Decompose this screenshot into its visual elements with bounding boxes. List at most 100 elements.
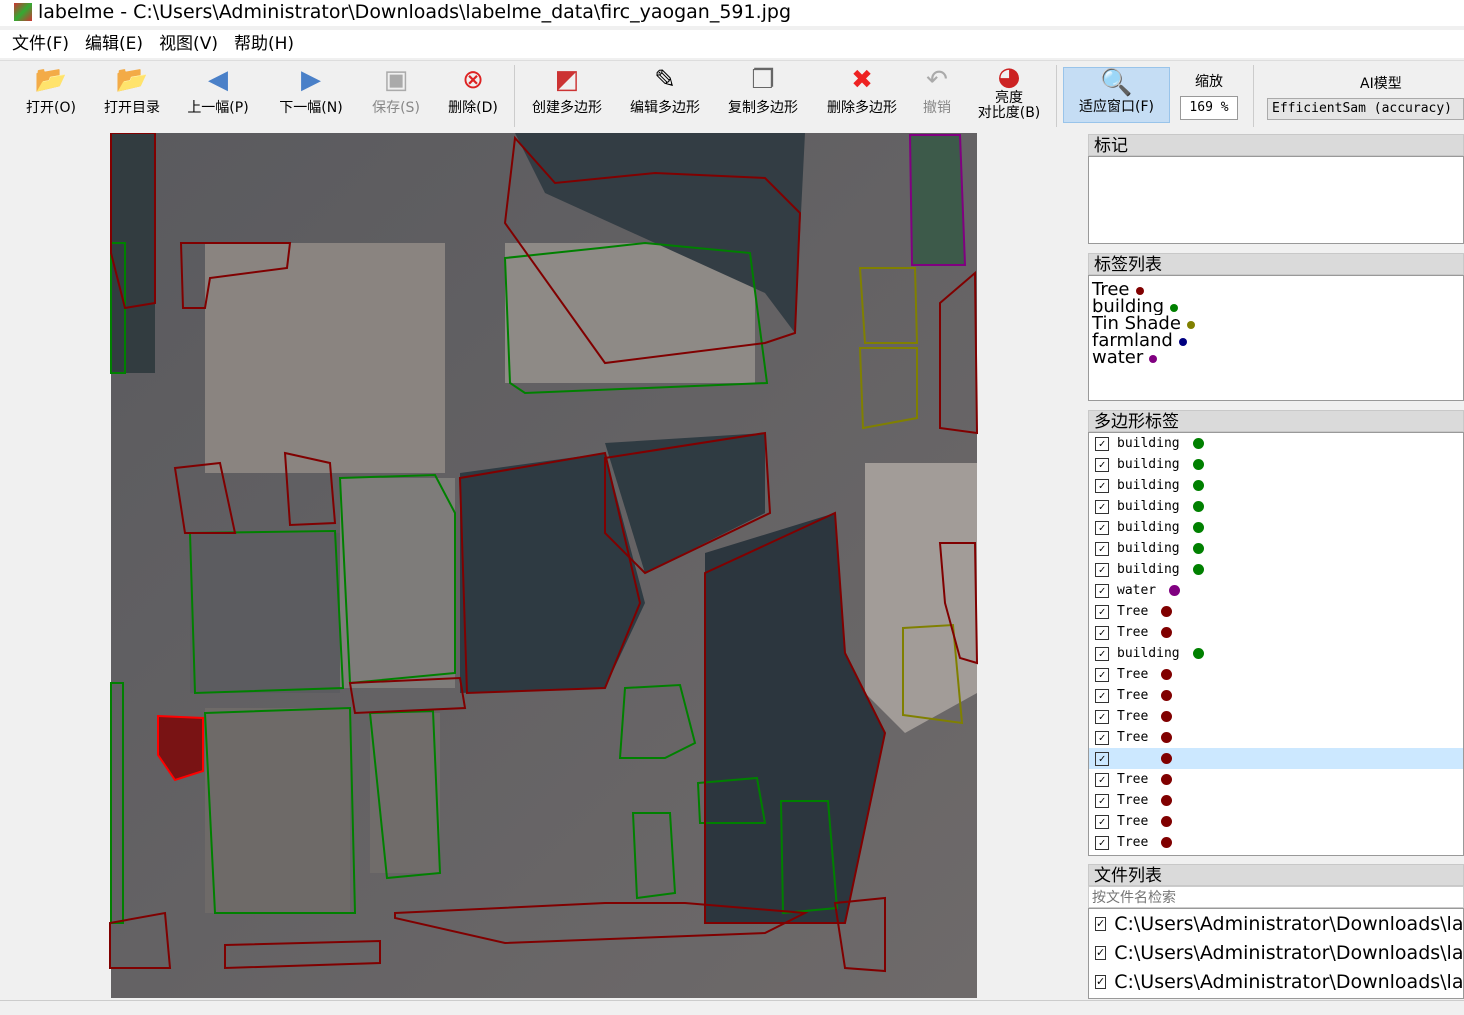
file-list[interactable]: ✓C:\Users\Administrator\Downloads\labelm… <box>1088 908 1464 999</box>
label-color-dot <box>1149 355 1158 363</box>
save-button[interactable]: ▣ 保存(S) <box>372 64 420 116</box>
visibility-checkbox[interactable]: ✓ <box>1095 436 1109 451</box>
visibility-checkbox[interactable]: ✓ <box>1095 814 1109 829</box>
copy-icon: ❐ <box>751 64 775 95</box>
polygon-item[interactable]: ✓ Tree <box>1089 832 1463 853</box>
polygon-item[interactable]: ✓ water <box>1089 580 1463 601</box>
folder-icon: 📂 <box>115 64 149 95</box>
toolbar: 📂 打开(O) 📂 打开目录 ◀ 上一幅(P) ▶ 下一幅(N) ▣ 保存(S) ⊗ 删除(… <box>0 60 1464 130</box>
polygon-color-dot <box>1161 669 1172 680</box>
polygon-item[interactable]: ✓ building <box>1089 433 1463 454</box>
polygon-item[interactable]: ✓ building <box>1089 538 1463 559</box>
polygon-item[interactable]: ✓ building <box>1089 559 1463 580</box>
visibility-checkbox[interactable]: ✓ <box>1095 793 1109 808</box>
polygon-item[interactable]: ✓ Tree <box>1089 790 1463 811</box>
copy-polygon-button[interactable]: ❐ 复制多边形 <box>728 64 798 116</box>
polygon-item[interactable]: ✓ Tree <box>1089 748 1463 769</box>
canvas[interactable] <box>5 132 1083 1000</box>
polygon-item[interactable]: ✓ Tree <box>1089 811 1463 832</box>
visibility-checkbox[interactable]: ✓ <box>1095 457 1109 472</box>
polygon-item[interactable]: ✓ Tree <box>1089 685 1463 706</box>
visibility-checkbox[interactable]: ✓ <box>1095 646 1109 661</box>
visibility-checkbox[interactable]: ✓ <box>1095 835 1109 850</box>
polygon-color-dot <box>1161 711 1172 722</box>
edit-polygon-button[interactable]: ✎ 编辑多边形 <box>630 64 700 116</box>
file-search-input[interactable] <box>1088 886 1464 908</box>
menu-bar: 文件(F) 编辑(E) 视图(V) 帮助(H) <box>0 30 1464 58</box>
menu-file[interactable]: 文件(F) <box>12 34 70 54</box>
brightness-icon: ◕ <box>997 61 1021 92</box>
polygon-item[interactable]: ✓ building <box>1089 454 1463 475</box>
open-button[interactable]: 📂 打开(O) <box>26 64 76 116</box>
file-item[interactable]: ✓C:\Users\Administrator\Downloads\labelm… <box>1095 941 1463 964</box>
brightness-contrast-button[interactable]: ◕ 亮度 对比度(B) <box>977 61 1041 121</box>
file-item[interactable]: ✓C:\Users\Administrator\Downloads\labelm… <box>1095 970 1463 993</box>
polygon-item[interactable]: ✓ Tree <box>1089 622 1463 643</box>
fit-window-button[interactable]: 🔍 适应窗口(F) <box>1063 67 1170 123</box>
visibility-checkbox[interactable]: ✓ <box>1095 583 1109 598</box>
delete-file-button[interactable]: ⊗ 删除(D) <box>448 64 498 116</box>
visibility-checkbox[interactable]: ✓ <box>1095 541 1109 556</box>
polygon-color-dot <box>1161 816 1172 827</box>
file-checkbox[interactable]: ✓ <box>1095 916 1107 931</box>
polygon-item[interactable]: ✓ Tree <box>1089 706 1463 727</box>
visibility-checkbox[interactable]: ✓ <box>1095 520 1109 535</box>
polygon-item[interactable]: ✓ building <box>1089 496 1463 517</box>
file-item[interactable]: ✓C:\Users\Administrator\Downloads\labelm… <box>1095 912 1463 935</box>
visibility-checkbox[interactable]: ✓ <box>1095 709 1109 724</box>
file-checkbox[interactable]: ✓ <box>1095 974 1107 989</box>
flags-list <box>1088 156 1464 244</box>
label-item[interactable]: water <box>1089 349 1463 366</box>
menu-view[interactable]: 视图(V) <box>159 34 218 54</box>
label-item[interactable]: Tree <box>1089 281 1463 298</box>
window-title: labelme - C:\Users\Administrator\Downloa… <box>38 1 792 23</box>
zoom-input[interactable]: 169 % <box>1180 96 1238 120</box>
visibility-checkbox[interactable]: ✓ <box>1095 604 1109 619</box>
visibility-checkbox[interactable]: ✓ <box>1095 751 1109 766</box>
polygon-item[interactable]: ✓ Tree <box>1089 601 1463 622</box>
create-shape-icon: ◩ <box>554 64 580 95</box>
open-dir-button[interactable]: 📂 打开目录 <box>104 64 160 116</box>
visibility-checkbox[interactable]: ✓ <box>1095 478 1109 493</box>
prev-image-button[interactable]: ◀ 上一幅(P) <box>187 64 249 116</box>
visibility-checkbox[interactable]: ✓ <box>1095 562 1109 577</box>
polygon-color-dot <box>1161 732 1172 743</box>
label-item[interactable]: farmland <box>1089 332 1463 349</box>
visibility-checkbox[interactable]: ✓ <box>1095 688 1109 703</box>
floppy-icon: ▣ <box>383 64 409 95</box>
polygon-item[interactable]: ✓ building <box>1089 475 1463 496</box>
visibility-checkbox[interactable]: ✓ <box>1095 499 1109 514</box>
delete-circle-icon: ⊗ <box>462 64 484 95</box>
next-image-button[interactable]: ▶ 下一幅(N) <box>279 64 343 116</box>
menu-help[interactable]: 帮助(H) <box>233 34 295 54</box>
polygon-item[interactable]: ✓ Tree <box>1089 769 1463 790</box>
polygon-list[interactable]: ✓ building ✓ building ✓ building ✓ building ✓ bui… <box>1088 432 1464 856</box>
label-item[interactable]: Tin Shade <box>1089 315 1463 332</box>
polygon-color-dot <box>1193 438 1204 449</box>
polygon-color-dot <box>1161 774 1172 785</box>
undo-button[interactable]: ↶ 撤销 <box>923 64 951 116</box>
visibility-checkbox[interactable]: ✓ <box>1095 772 1109 787</box>
visibility-checkbox[interactable]: ✓ <box>1095 667 1109 682</box>
polygon-item[interactable]: ✓ building <box>1089 517 1463 538</box>
annotation-image[interactable] <box>5 132 1083 1000</box>
polygon-item[interactable]: ✓ Tree <box>1089 727 1463 748</box>
visibility-checkbox[interactable]: ✓ <box>1095 625 1109 640</box>
polygon-item[interactable]: ✓ Tree <box>1089 664 1463 685</box>
flags-header: 标记 <box>1088 134 1464 156</box>
create-polygon-button[interactable]: ◩ 创建多边形 <box>532 64 602 116</box>
visibility-checkbox[interactable]: ✓ <box>1095 730 1109 745</box>
polygon-color-dot <box>1193 543 1204 554</box>
label-item[interactable]: building <box>1089 298 1463 315</box>
red-x-icon: ✖ <box>851 64 873 95</box>
polygon-item[interactable]: ✓ building <box>1089 643 1463 664</box>
title-bar: labelme - C:\Users\Administrator\Downloa… <box>0 0 1464 26</box>
delete-polygon-button[interactable]: ✖ 删除多边形 <box>827 64 897 116</box>
label-color-dot <box>1186 321 1195 329</box>
app-icon <box>14 3 32 21</box>
ai-model-select[interactable]: EfficientSam (accuracy) <box>1267 98 1464 120</box>
polygon-color-dot <box>1161 753 1172 764</box>
polygon-color-dot <box>1161 837 1172 848</box>
menu-edit[interactable]: 编辑(E) <box>85 34 144 54</box>
file-checkbox[interactable]: ✓ <box>1095 945 1107 960</box>
